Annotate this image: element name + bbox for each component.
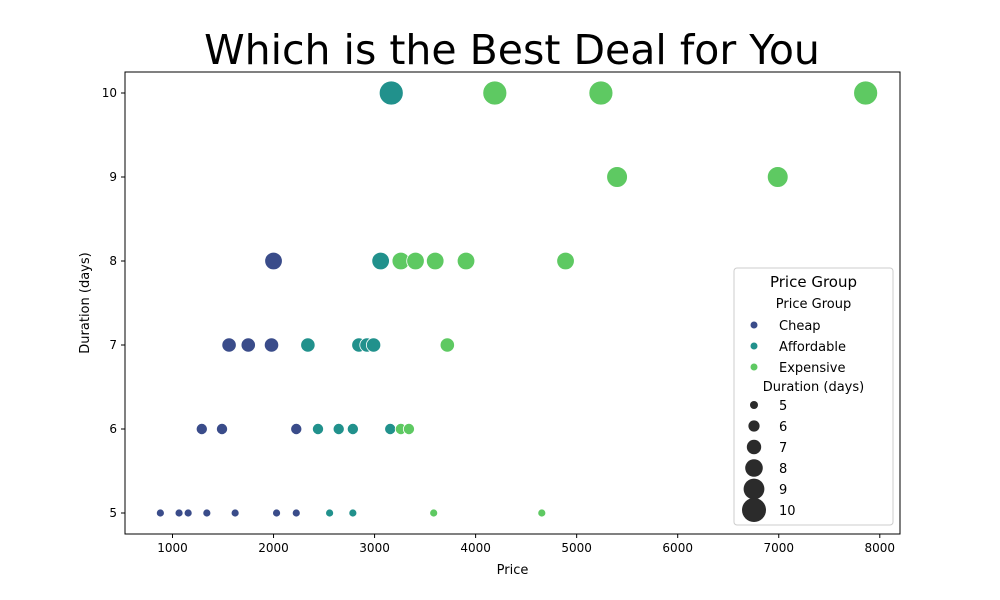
x-tick-label: 4000 <box>460 541 491 555</box>
data-point-cheap <box>221 337 237 353</box>
data-point-affordable <box>325 508 335 518</box>
data-point-expensive <box>588 80 614 106</box>
x-axis-label: Price <box>497 563 529 578</box>
data-point-affordable <box>371 251 390 271</box>
data-point-cheap <box>291 508 301 518</box>
legend-hue-header: Price Group <box>776 297 851 312</box>
y-tick-label: 6 <box>109 422 117 436</box>
legend-size-label: 10 <box>779 504 796 519</box>
legend-size-label: 7 <box>779 441 787 456</box>
data-point-expensive <box>439 337 455 353</box>
y-tick-label: 8 <box>109 254 117 268</box>
data-point-cheap <box>216 422 229 435</box>
data-point-cheap <box>272 508 281 518</box>
data-point-expensive <box>426 251 445 271</box>
y-tick-label: 5 <box>109 506 117 520</box>
data-point-cheap <box>183 508 193 518</box>
data-point-cheap <box>230 508 240 518</box>
x-tick-label: 3000 <box>359 541 390 555</box>
y-axis-label: Duration (days) <box>78 252 93 353</box>
legend-size-label: 9 <box>779 483 787 498</box>
chart-title: Which is the Best Deal for You <box>204 26 820 74</box>
data-point-expensive <box>429 508 439 518</box>
legend-size-marker <box>745 459 763 477</box>
data-point-affordable <box>384 422 397 435</box>
legend-size-marker <box>746 439 762 455</box>
legend-size-label: 6 <box>779 420 787 435</box>
data-point-cheap <box>263 337 280 353</box>
data-point-expensive <box>402 422 415 435</box>
legend-label-cheap: Cheap <box>779 319 821 334</box>
data-point-affordable <box>311 422 324 435</box>
data-point-cheap <box>202 508 212 518</box>
data-point-affordable <box>348 508 358 518</box>
legend-size-label: 5 <box>779 399 787 414</box>
legend-label-expensive: Expensive <box>779 361 845 376</box>
legend-marker-affordable <box>750 342 758 350</box>
data-point-expensive <box>606 166 628 188</box>
plot-area-frame <box>124 71 901 535</box>
data-point-cheap <box>264 251 283 271</box>
data-point-expensive <box>482 80 508 106</box>
x-axis: 1000 2000 3000 4000 5000 6000 7000 8000 <box>157 534 895 555</box>
data-point-affordable <box>378 80 404 106</box>
x-tick-label: 1000 <box>157 541 188 555</box>
legend-size-marker <box>742 498 766 522</box>
data-point-cheap <box>290 422 303 435</box>
legend-label-affordable: Affordable <box>779 340 846 355</box>
data-point-affordable <box>365 337 382 353</box>
y-tick-label: 10 <box>102 86 117 100</box>
x-tick-label: 5000 <box>561 541 592 555</box>
data-point-expensive <box>766 166 789 188</box>
data-point-expensive <box>556 251 575 271</box>
x-tick-label: 8000 <box>865 541 896 555</box>
data-point-affordable <box>300 337 316 353</box>
y-tick-label: 9 <box>109 170 117 184</box>
data-point-expensive <box>456 251 476 271</box>
legend: Price Group Price Group Duration (days) … <box>733 267 894 526</box>
legend-size-marker <box>748 420 760 432</box>
data-point-cheap <box>240 337 256 353</box>
legend-size-marker <box>743 478 765 500</box>
legend-box <box>733 267 894 526</box>
legend-marker-cheap <box>750 321 758 329</box>
x-tick-label: 6000 <box>662 541 693 555</box>
data-point-cheap <box>174 508 184 518</box>
legend-size-marker <box>750 401 758 409</box>
data-point-cheap <box>155 508 165 518</box>
legend-title: Price Group <box>770 273 857 291</box>
y-axis: 5 6 7 8 9 10 <box>102 86 125 520</box>
data-points <box>155 80 879 518</box>
data-point-expensive <box>537 508 547 518</box>
y-tick-label: 7 <box>109 338 117 352</box>
data-point-affordable <box>346 422 359 435</box>
data-point-expensive <box>853 80 879 106</box>
x-tick-label: 2000 <box>258 541 289 555</box>
data-point-cheap <box>195 422 208 435</box>
data-point-expensive <box>406 251 425 271</box>
data-point-affordable <box>332 422 345 435</box>
legend-size-header: Duration (days) <box>763 380 864 395</box>
x-tick-label: 7000 <box>763 541 794 555</box>
legend-items: Cheap Affordable Expensive 5 6 7 8 9 10 <box>742 319 846 522</box>
legend-marker-expensive <box>750 363 758 371</box>
legend-size-label: 8 <box>779 462 787 477</box>
